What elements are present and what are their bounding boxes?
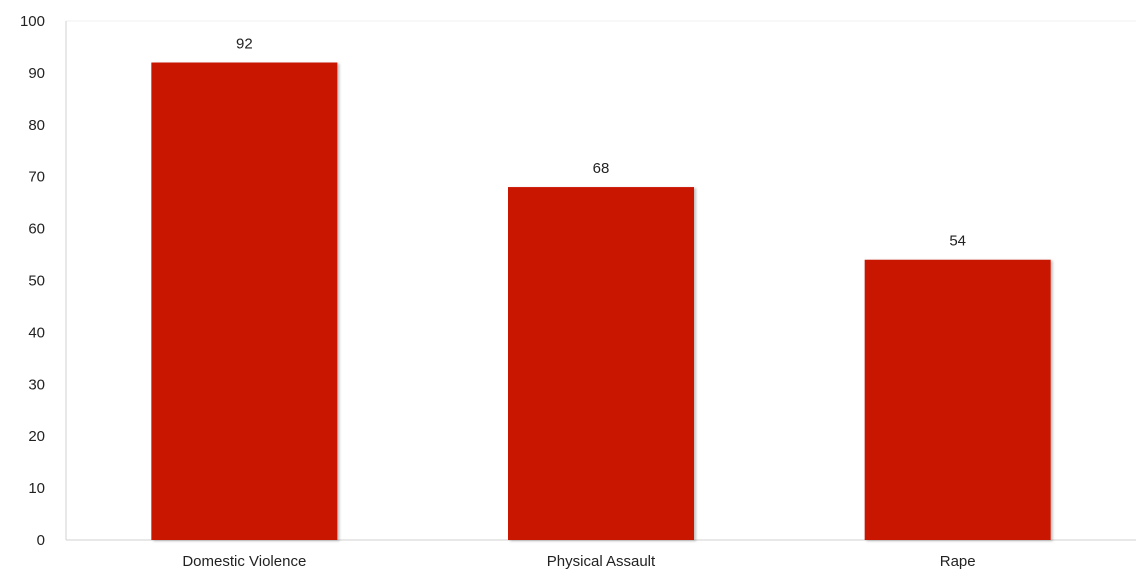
x-category-label: Rape — [940, 553, 976, 570]
y-tick-label: 10 — [28, 480, 45, 497]
y-tick-label: 60 — [28, 221, 45, 238]
y-axis-ticks: 0 10 20 30 40 50 60 70 80 90 100 — [20, 13, 45, 549]
y-tick-label: 70 — [28, 169, 45, 186]
y-tick-label: 30 — [28, 376, 45, 393]
data-label: 54 — [949, 233, 966, 250]
data-label: 92 — [236, 36, 253, 53]
x-category-label: Domestic Violence — [182, 553, 306, 570]
y-tick-label: 50 — [28, 273, 45, 290]
y-tick-label: 80 — [28, 117, 45, 134]
y-tick-label: 40 — [28, 324, 45, 341]
x-category-label: Physical Assault — [547, 553, 656, 570]
data-label: 68 — [593, 160, 610, 177]
data-labels-group: 92 68 54 — [236, 36, 966, 250]
y-tick-label: 90 — [28, 65, 45, 82]
bars-group — [151, 62, 1051, 541]
y-tick-label: 20 — [28, 428, 45, 445]
y-tick-label: 100 — [20, 13, 45, 30]
y-tick-label: 0 — [37, 532, 45, 549]
x-axis-labels: Domestic Violence Physical Assault Rape — [182, 553, 975, 570]
bar-physical-assault — [508, 187, 694, 540]
bar-rape — [864, 259, 1051, 540]
bar-domestic-violence — [151, 62, 338, 541]
